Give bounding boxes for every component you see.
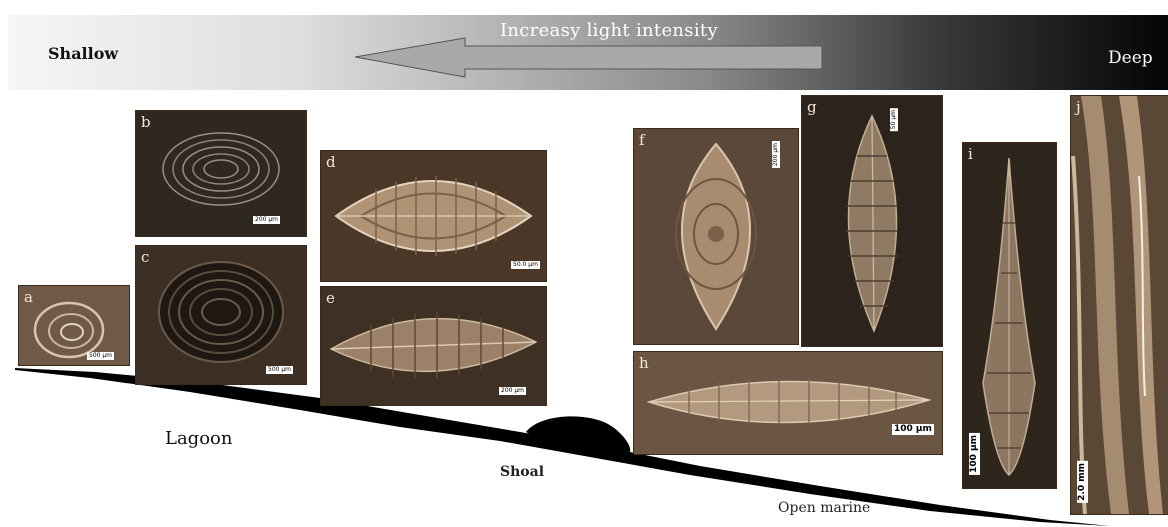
plate-e-scale-bar: 200 μm bbox=[499, 387, 527, 395]
plate-i: i 100 μm bbox=[962, 142, 1057, 489]
plate-a-scale-bar: 500 μm bbox=[87, 352, 115, 360]
deep-label: Deep bbox=[1108, 48, 1153, 68]
plate-j-scale-bar: 2.0 mm bbox=[1077, 461, 1088, 503]
plate-f: f 200 μm bbox=[633, 128, 799, 345]
plate-j-label: j bbox=[1076, 98, 1081, 116]
plate-c-scale-bar: 500 μm bbox=[266, 366, 294, 374]
plate-d: d 50.0 μm bbox=[320, 150, 547, 282]
plate-c: c 500 μm bbox=[135, 245, 307, 385]
plate-a: a 500 μm bbox=[18, 285, 130, 366]
plate-i-scale-bar: 100 μm bbox=[969, 433, 980, 475]
plate-g: g 50 μm bbox=[801, 95, 943, 347]
plate-b: b 200 μm bbox=[135, 110, 307, 237]
light-intensity-arrow bbox=[354, 37, 823, 78]
light-intensity-label: Increasy light intensity bbox=[500, 20, 718, 41]
plate-h-label: h bbox=[639, 354, 649, 372]
shallow-label: Shallow bbox=[48, 44, 119, 63]
shoal-mound bbox=[526, 416, 631, 452]
plate-c-label: c bbox=[141, 248, 150, 266]
plate-d-label: d bbox=[326, 153, 336, 171]
plate-e-label: e bbox=[326, 289, 335, 307]
plate-i-label: i bbox=[968, 145, 973, 163]
open-marine-label: Open marine bbox=[778, 500, 871, 516]
plate-g-scale-bar: 50 μm bbox=[890, 108, 898, 132]
lagoon-label: Lagoon bbox=[165, 428, 233, 449]
plate-h: h 100 μm bbox=[633, 351, 943, 455]
plate-g-label: g bbox=[807, 98, 817, 116]
plate-e: e 200 μm bbox=[320, 286, 547, 406]
plate-j: j 2.0 mm bbox=[1070, 95, 1168, 515]
plate-f-scale-bar: 200 μm bbox=[772, 141, 780, 169]
plate-b-scale-bar: 200 μm bbox=[253, 216, 281, 224]
plate-d-scale-bar: 50.0 μm bbox=[511, 261, 540, 269]
plate-h-scale-bar: 100 μm bbox=[892, 424, 934, 435]
plate-a-label: a bbox=[24, 288, 33, 306]
shoal-label: Shoal bbox=[500, 464, 545, 480]
plate-f-label: f bbox=[639, 131, 645, 149]
plate-b-label: b bbox=[141, 113, 151, 131]
